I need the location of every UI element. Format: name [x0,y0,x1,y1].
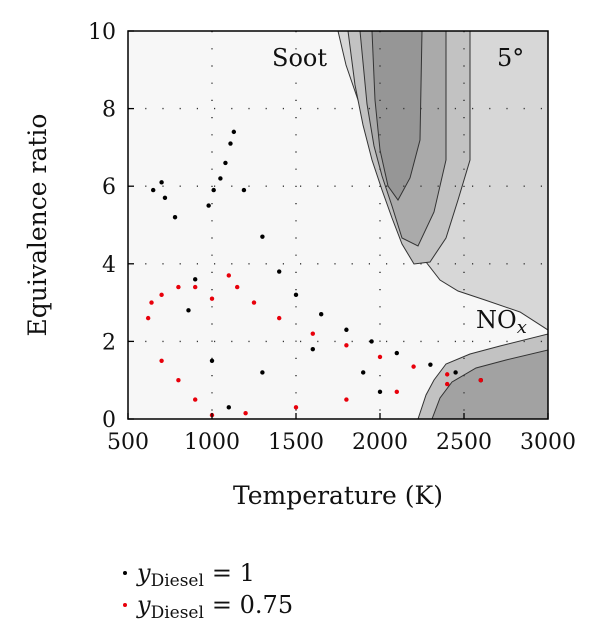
scatter-point [149,300,154,305]
scatter-point [218,176,223,181]
scatter-point [361,370,366,375]
scatter-point [260,370,265,375]
scatter-point [172,215,178,220]
legend-marker-diesel-075 [123,603,127,607]
scatter-point [277,315,282,321]
scatter-point [277,269,282,274]
plot-frame [127,30,549,420]
series-diesel-075 [145,273,483,418]
scatter-point [377,389,383,395]
y-tick-label: 2 [102,330,116,355]
legend: yDiesel = 1 yDiesel = 0.75 [123,559,293,623]
scatter-point [369,339,374,344]
scatter-point [310,346,315,352]
y-tick-label: 0 [102,408,116,433]
scatter-point [193,284,198,290]
scatter-point [235,284,240,290]
contour-regions [337,31,548,419]
y-tick-label: 8 [102,98,116,123]
scatter-point [228,141,233,146]
y-tick-label: 4 [102,253,116,278]
nox-label: NOx [476,306,527,338]
legend-label-diesel-075: yDiesel = 0.75 [136,591,293,623]
scatter-point [319,312,324,317]
scatter-point [223,160,228,166]
x-tick-label: 3000 [520,430,576,455]
scatter-point [344,327,349,332]
scatter-point [243,410,248,416]
scatter-point [428,362,433,367]
angle-label: 5° [497,44,524,72]
soot-contour-core [371,31,423,201]
scatter-point [211,187,216,193]
scatter-point [260,234,265,239]
scatter-point [162,195,168,201]
scatter-point [159,358,164,363]
scatter-point [453,370,458,375]
scatter-point [344,397,349,402]
scatter-point [394,350,399,356]
scatter-point [193,397,198,402]
x-axis-label: Temperature (K) [233,481,443,510]
x-tick-label: 1000 [184,430,240,455]
nox-contour-inner [431,349,548,419]
scatter-point [151,187,156,193]
scatter-point [231,129,237,135]
scatter-point [159,292,164,298]
scatter-point [226,273,231,278]
x-axis-ticks: 500 1000 1500 2000 2500 3000 [107,413,576,455]
scatter-point [209,358,215,363]
y-tick-label: 10 [88,20,116,45]
x-tick-label: 500 [107,430,149,455]
scatter-point [209,296,215,301]
legend-marker-diesel-1 [123,571,127,575]
scatter-point [445,372,450,377]
scatter-point [176,378,181,383]
scatter-point [293,405,299,410]
y-tick-label: 6 [102,175,116,200]
scatter-point [478,378,483,383]
y-axis-label: Equivalence ratio [23,114,52,337]
grid-lines [128,31,548,419]
scatter-point [445,381,450,387]
y-axis-ticks: 0 2 4 6 8 10 [88,20,134,433]
scatter-point [241,187,247,193]
x-tick-label: 1500 [268,430,324,455]
scatter-point [176,284,181,290]
scatter-point [293,292,299,298]
scatter-point [411,364,416,369]
legend-label-diesel-1: yDiesel = 1 [136,559,255,591]
scatter-point [394,389,399,395]
series-diesel-1 [151,129,483,410]
scatter-point [159,180,164,185]
scatter-point [145,315,151,321]
scatter-point [206,203,211,208]
scatter-point [226,405,231,410]
x-tick-label: 2000 [352,430,408,455]
scatter-point [251,300,257,305]
scatter-point [344,343,349,348]
scatter-point [186,308,191,313]
scatter-point [377,354,383,360]
scatter-point [310,331,315,336]
x-tick-label: 2500 [436,430,492,455]
scatter-point [193,277,198,282]
soot-label: Soot [272,44,327,72]
